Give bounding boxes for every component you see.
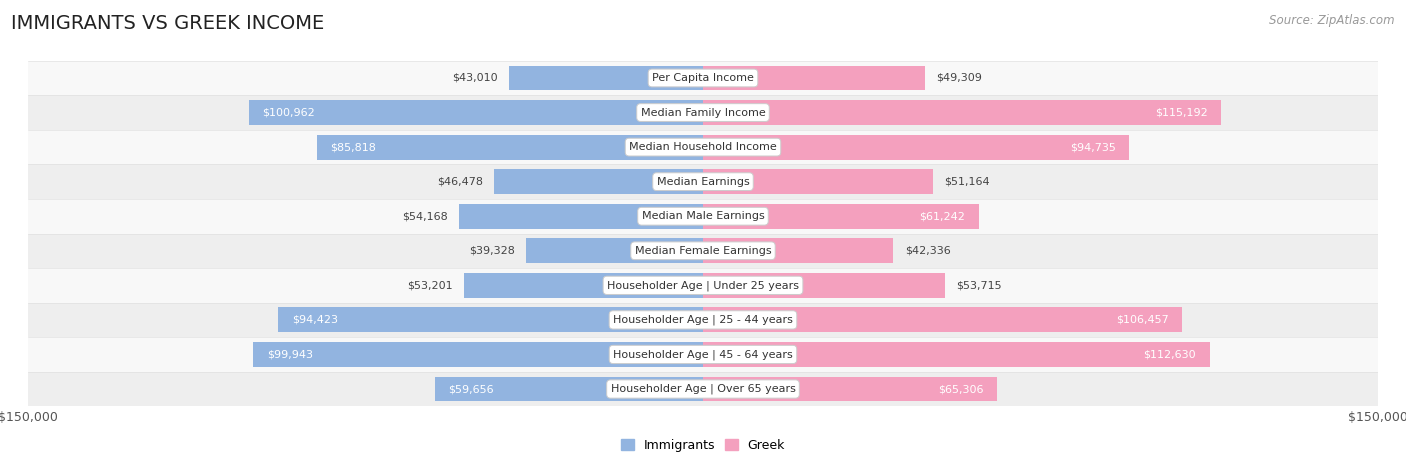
Text: Median Male Earnings: Median Male Earnings [641,211,765,221]
Text: Householder Age | 45 - 64 years: Householder Age | 45 - 64 years [613,349,793,360]
Text: $61,242: $61,242 [920,211,965,221]
Bar [464,273,703,298]
Text: $59,656: $59,656 [449,384,494,394]
Bar [703,342,1209,367]
Bar [249,100,703,125]
Bar [703,307,1182,333]
Bar [509,65,703,91]
Bar [278,307,703,333]
Bar [703,100,1222,125]
Text: Householder Age | 25 - 44 years: Householder Age | 25 - 44 years [613,315,793,325]
Text: IMMIGRANTS VS GREEK INCOME: IMMIGRANTS VS GREEK INCOME [11,14,325,33]
Text: Median Household Income: Median Household Income [628,142,778,152]
Bar [28,130,1378,164]
Text: $53,201: $53,201 [406,280,453,290]
Text: $65,306: $65,306 [938,384,983,394]
Bar [28,303,1378,337]
Bar [28,61,1378,95]
Bar [316,134,703,160]
Text: $54,168: $54,168 [402,211,449,221]
Text: $94,423: $94,423 [291,315,337,325]
Text: Source: ZipAtlas.com: Source: ZipAtlas.com [1270,14,1395,27]
Bar [526,238,703,263]
Bar [703,204,979,229]
Bar [703,65,925,91]
Bar [703,273,945,298]
Text: $42,336: $42,336 [904,246,950,256]
Bar [28,372,1378,406]
Bar [703,238,893,263]
Text: Per Capita Income: Per Capita Income [652,73,754,83]
Bar [703,376,997,402]
Bar [28,95,1378,130]
Text: $85,818: $85,818 [330,142,377,152]
Text: $112,630: $112,630 [1143,349,1197,360]
Bar [253,342,703,367]
Text: $43,010: $43,010 [453,73,498,83]
Bar [28,234,1378,268]
Text: $115,192: $115,192 [1154,107,1208,118]
Text: $49,309: $49,309 [936,73,981,83]
Bar [494,169,703,194]
Bar [28,337,1378,372]
Text: $53,715: $53,715 [956,280,1001,290]
Bar [434,376,703,402]
Text: $46,478: $46,478 [437,177,482,187]
Text: $99,943: $99,943 [267,349,312,360]
Text: $94,735: $94,735 [1070,142,1116,152]
Bar [28,199,1378,234]
Text: $39,328: $39,328 [470,246,515,256]
Text: $51,164: $51,164 [945,177,990,187]
Bar [28,268,1378,303]
Text: Median Earnings: Median Earnings [657,177,749,187]
Text: Median Female Earnings: Median Female Earnings [634,246,772,256]
Text: Householder Age | Over 65 years: Householder Age | Over 65 years [610,384,796,394]
Text: Median Family Income: Median Family Income [641,107,765,118]
Legend: Immigrants, Greek: Immigrants, Greek [621,439,785,452]
Bar [703,169,934,194]
Bar [460,204,703,229]
Text: $106,457: $106,457 [1116,315,1168,325]
Text: Householder Age | Under 25 years: Householder Age | Under 25 years [607,280,799,290]
Text: $100,962: $100,962 [263,107,315,118]
Bar [703,134,1129,160]
Bar [28,164,1378,199]
